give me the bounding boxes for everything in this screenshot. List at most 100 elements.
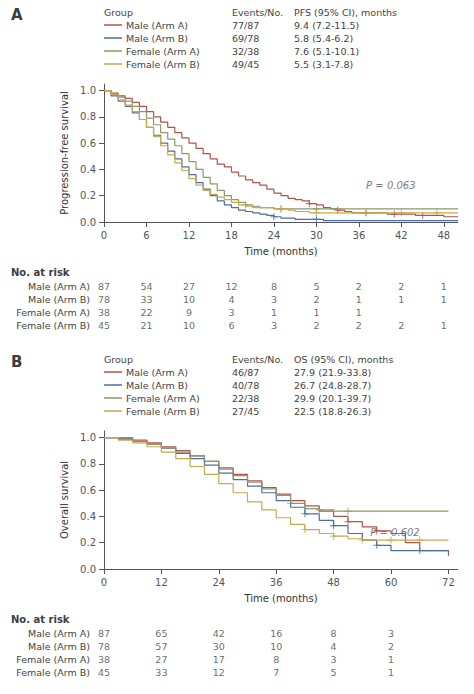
svg-text:1: 1 bbox=[356, 294, 362, 305]
svg-text:8: 8 bbox=[271, 281, 277, 292]
svg-text:27: 27 bbox=[183, 281, 195, 292]
svg-text:16: 16 bbox=[270, 628, 282, 639]
svg-text:69/78: 69/78 bbox=[232, 33, 259, 44]
svg-text:0: 0 bbox=[101, 230, 107, 241]
svg-text:17: 17 bbox=[213, 654, 225, 665]
svg-text:87: 87 bbox=[98, 281, 110, 292]
svg-text:12: 12 bbox=[225, 281, 237, 292]
svg-text:PFS (95% CI), months: PFS (95% CI), months bbox=[294, 7, 397, 18]
svg-text:26.7 (24.8-28.7): 26.7 (24.8-28.7) bbox=[294, 380, 371, 391]
svg-text:24: 24 bbox=[268, 230, 281, 241]
svg-text:48: 48 bbox=[437, 230, 450, 241]
svg-text:12: 12 bbox=[183, 230, 196, 241]
svg-text:2: 2 bbox=[356, 320, 362, 331]
svg-text:6: 6 bbox=[228, 320, 234, 331]
svg-text:P = 0.063: P = 0.063 bbox=[366, 180, 415, 191]
svg-text:Male (Arm A): Male (Arm A) bbox=[28, 628, 90, 639]
svg-text:22/38: 22/38 bbox=[232, 393, 259, 404]
svg-text:0: 0 bbox=[101, 577, 107, 588]
svg-text:Male (Arm A): Male (Arm A) bbox=[126, 367, 188, 378]
svg-text:10: 10 bbox=[183, 320, 195, 331]
svg-text:78: 78 bbox=[98, 294, 110, 305]
svg-text:8: 8 bbox=[273, 654, 279, 665]
svg-text:Female (Arm B): Female (Arm B) bbox=[16, 320, 90, 331]
svg-text:2: 2 bbox=[313, 320, 319, 331]
svg-text:Group: Group bbox=[104, 354, 133, 365]
svg-text:Events/No.: Events/No. bbox=[232, 354, 283, 365]
svg-text:2: 2 bbox=[356, 281, 362, 292]
svg-text:87: 87 bbox=[98, 628, 110, 639]
svg-text:38: 38 bbox=[98, 654, 110, 665]
svg-text:2: 2 bbox=[313, 294, 319, 305]
svg-text:30: 30 bbox=[310, 230, 323, 241]
svg-text:45: 45 bbox=[98, 667, 110, 678]
svg-text:22.5 (18.8-26.3): 22.5 (18.8-26.3) bbox=[294, 406, 371, 417]
svg-text:6: 6 bbox=[143, 230, 149, 241]
svg-text:Female (Arm A): Female (Arm A) bbox=[126, 46, 200, 57]
svg-text:49/45: 49/45 bbox=[232, 59, 259, 70]
svg-text:42: 42 bbox=[213, 628, 225, 639]
svg-text:9: 9 bbox=[186, 307, 192, 318]
svg-text:30: 30 bbox=[213, 641, 225, 652]
svg-text:24: 24 bbox=[212, 577, 225, 588]
svg-text:65: 65 bbox=[155, 628, 167, 639]
svg-text:12: 12 bbox=[213, 667, 225, 678]
svg-text:38: 38 bbox=[98, 307, 110, 318]
svg-text:No. at risk: No. at risk bbox=[11, 267, 70, 278]
svg-text:1: 1 bbox=[271, 307, 277, 318]
svg-text:2: 2 bbox=[398, 281, 404, 292]
svg-text:3: 3 bbox=[388, 628, 394, 639]
svg-text:1: 1 bbox=[398, 294, 404, 305]
svg-text:78: 78 bbox=[98, 641, 110, 652]
svg-text:48: 48 bbox=[327, 577, 340, 588]
svg-text:Female (Arm A): Female (Arm A) bbox=[16, 654, 90, 665]
svg-text:10: 10 bbox=[270, 641, 282, 652]
svg-text:72: 72 bbox=[442, 577, 455, 588]
svg-text:46/87: 46/87 bbox=[232, 367, 259, 378]
svg-text:32/38: 32/38 bbox=[232, 46, 259, 57]
svg-text:1: 1 bbox=[441, 281, 447, 292]
svg-text:27.9 (21.9-33.8): 27.9 (21.9-33.8) bbox=[294, 367, 371, 378]
svg-text:3: 3 bbox=[331, 654, 337, 665]
svg-text:Female (Arm B): Female (Arm B) bbox=[16, 667, 90, 678]
svg-text:Female (Arm A): Female (Arm A) bbox=[16, 307, 90, 318]
svg-text:0.2: 0.2 bbox=[80, 190, 96, 201]
svg-text:77/87: 77/87 bbox=[232, 20, 259, 31]
svg-text:A: A bbox=[11, 6, 23, 24]
svg-text:3: 3 bbox=[228, 307, 234, 318]
svg-text:1: 1 bbox=[388, 667, 394, 678]
svg-text:1: 1 bbox=[313, 307, 319, 318]
svg-text:4: 4 bbox=[228, 294, 234, 305]
svg-text:1: 1 bbox=[441, 320, 447, 331]
svg-text:3: 3 bbox=[271, 294, 277, 305]
svg-text:1.0: 1.0 bbox=[80, 85, 96, 96]
svg-text:Male (Arm B): Male (Arm B) bbox=[126, 380, 188, 391]
svg-text:Male (Arm A): Male (Arm A) bbox=[28, 281, 90, 292]
svg-text:0.8: 0.8 bbox=[80, 111, 96, 122]
svg-text:4: 4 bbox=[331, 641, 337, 652]
svg-text:P = 0.602: P = 0.602 bbox=[370, 527, 419, 538]
svg-text:12: 12 bbox=[155, 577, 168, 588]
svg-text:7: 7 bbox=[273, 667, 279, 678]
svg-text:Time (months): Time (months) bbox=[243, 593, 317, 604]
svg-text:10: 10 bbox=[183, 294, 195, 305]
svg-text:No. at risk: No. at risk bbox=[11, 614, 70, 625]
svg-text:1: 1 bbox=[441, 294, 447, 305]
svg-text:0.6: 0.6 bbox=[80, 485, 96, 496]
svg-text:B: B bbox=[11, 353, 22, 371]
svg-text:45: 45 bbox=[98, 320, 110, 331]
svg-text:60: 60 bbox=[385, 577, 398, 588]
svg-text:9.4 (7.2-11.5): 9.4 (7.2-11.5) bbox=[294, 20, 359, 31]
svg-text:Male (Arm B): Male (Arm B) bbox=[126, 33, 188, 44]
svg-text:27/45: 27/45 bbox=[232, 406, 259, 417]
svg-text:36: 36 bbox=[353, 230, 366, 241]
svg-text:OS (95% CI), months: OS (95% CI), months bbox=[294, 354, 393, 365]
svg-text:1: 1 bbox=[388, 654, 394, 665]
svg-text:5: 5 bbox=[313, 281, 319, 292]
svg-text:2: 2 bbox=[398, 320, 404, 331]
svg-text:Progression-free survival: Progression-free survival bbox=[59, 91, 70, 215]
svg-text:21: 21 bbox=[140, 320, 152, 331]
svg-text:5.5 (3.1-7.8): 5.5 (3.1-7.8) bbox=[294, 59, 353, 70]
svg-text:33: 33 bbox=[140, 294, 152, 305]
svg-text:36: 36 bbox=[270, 577, 283, 588]
